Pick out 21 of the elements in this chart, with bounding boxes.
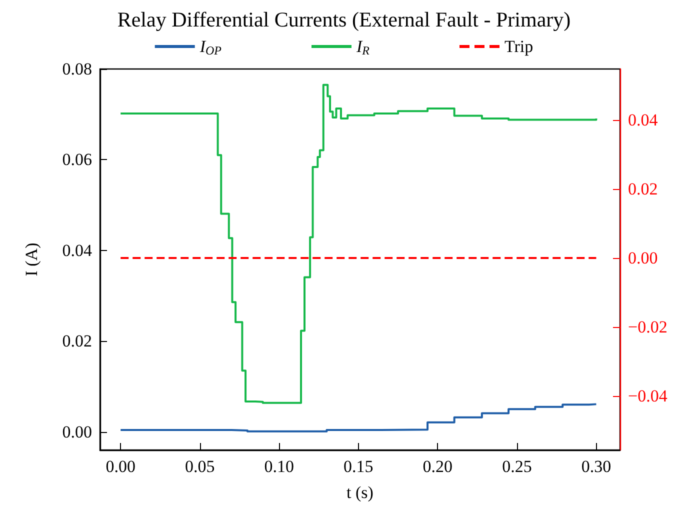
x-tick-label: 0.00 (106, 457, 136, 476)
y-tick-label: 0.08 (62, 60, 92, 78)
x-tick-label: 0.10 (264, 457, 294, 476)
y2-tick-label: 0.02 (628, 179, 658, 198)
y-axis-title: I (A) (22, 242, 41, 276)
y2-tick-label: −0.04 (628, 386, 668, 406)
y2-tick-label: 0.00 (628, 248, 658, 268)
y-tick-label: 0.00 (62, 422, 92, 442)
x-tick-label: 0.05 (185, 457, 215, 476)
y-tick-label: 0.04 (62, 240, 92, 260)
x-tick-label: 0.30 (581, 457, 612, 476)
x-tick-label: 0.20 (422, 457, 453, 476)
y2-tick-label: 0.04 (628, 110, 658, 130)
y2-tick-label: −0.02 (628, 317, 668, 336)
x-tick-label: 0.15 (344, 457, 374, 476)
legend-label: Trip (504, 37, 534, 56)
y-tick-label: 0.06 (62, 150, 92, 170)
chart-title: Relay Differential Currents (External Fault - Primary) (117, 8, 571, 32)
x-axis-title: t (s) (346, 483, 374, 502)
x-tick-label: 0.25 (502, 457, 532, 476)
y-tick-label: 0.02 (62, 332, 92, 351)
